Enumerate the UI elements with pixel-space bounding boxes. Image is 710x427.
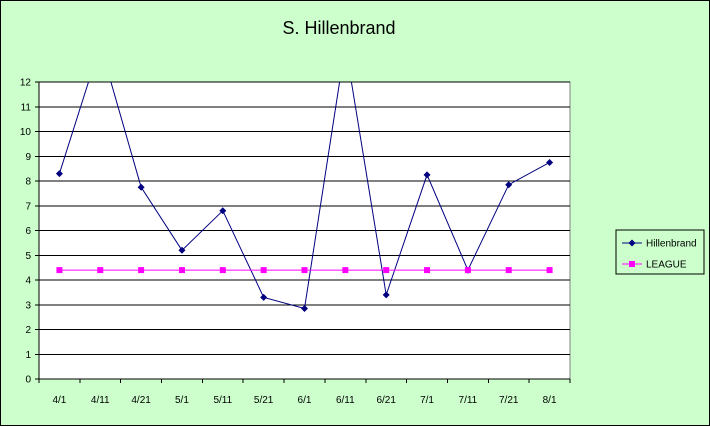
series-league xyxy=(56,267,553,274)
x-tick-label: 7/11 xyxy=(459,395,478,406)
data-point xyxy=(546,158,554,166)
x-tick-label: 4/11 xyxy=(91,395,110,406)
legend-marker xyxy=(629,261,635,267)
y-tick-label: 12 xyxy=(20,78,32,89)
y-tick-label: 1 xyxy=(25,350,31,361)
data-point xyxy=(178,246,186,254)
x-tick-label: 7/1 xyxy=(420,395,434,406)
data-point xyxy=(546,267,553,274)
legend-item-hillenbrand: Hillenbrand xyxy=(622,239,697,250)
data-point xyxy=(56,267,63,274)
data-point xyxy=(219,267,226,274)
legend: Hillenbrand LEAGUE xyxy=(615,229,705,275)
y-tick-label: 4 xyxy=(25,276,31,287)
x-tick-label: 4/1 xyxy=(52,395,66,406)
x-tick-label: 5/11 xyxy=(213,395,232,406)
data-point xyxy=(260,267,267,274)
x-tick-label: 6/21 xyxy=(376,395,396,406)
y-tick-label: 9 xyxy=(25,152,31,163)
data-point xyxy=(342,267,349,274)
y-tick-label: 8 xyxy=(25,177,31,188)
data-point xyxy=(178,267,185,274)
data-point xyxy=(219,207,227,215)
x-tick-label: 7/21 xyxy=(499,395,519,406)
y-tick-label: 11 xyxy=(21,102,32,113)
legend-label: LEAGUE xyxy=(646,260,687,271)
x-tick-label: 6/11 xyxy=(336,395,355,406)
chart-title: S. Hillenbrand xyxy=(282,18,395,38)
y-tick-label: 0 xyxy=(25,375,31,386)
y-tick-label: 10 xyxy=(20,127,32,138)
legend-marker xyxy=(628,239,636,247)
data-point xyxy=(260,293,268,301)
data-point xyxy=(97,41,104,48)
y-tick-label: 5 xyxy=(25,251,31,262)
data-point xyxy=(423,171,431,179)
legend-label: Hillenbrand xyxy=(646,239,697,250)
x-tick-label: 8/1 xyxy=(543,395,557,406)
data-point xyxy=(505,267,512,274)
x-tick-label: 4/21 xyxy=(131,395,151,406)
data-point xyxy=(424,267,431,274)
data-point xyxy=(137,183,145,191)
data-point xyxy=(138,267,145,274)
data-point xyxy=(301,304,308,312)
x-tick-label: 5/1 xyxy=(175,395,189,406)
y-tick-label: 3 xyxy=(25,300,31,311)
y-tick-label: 7 xyxy=(25,201,31,212)
data-point xyxy=(97,267,104,274)
x-tick-label: 6/1 xyxy=(298,395,312,406)
data-point xyxy=(55,170,63,178)
data-point xyxy=(464,267,471,274)
y-tick-label: 2 xyxy=(25,325,31,336)
data-point xyxy=(383,267,390,274)
legend-item-league: LEAGUE xyxy=(622,260,687,271)
data-point xyxy=(382,291,390,299)
x-tick-label: 5/21 xyxy=(254,395,274,406)
data-point xyxy=(301,267,308,274)
y-tick-label: 6 xyxy=(25,226,31,237)
data-point xyxy=(505,181,513,189)
data-point xyxy=(342,41,349,48)
